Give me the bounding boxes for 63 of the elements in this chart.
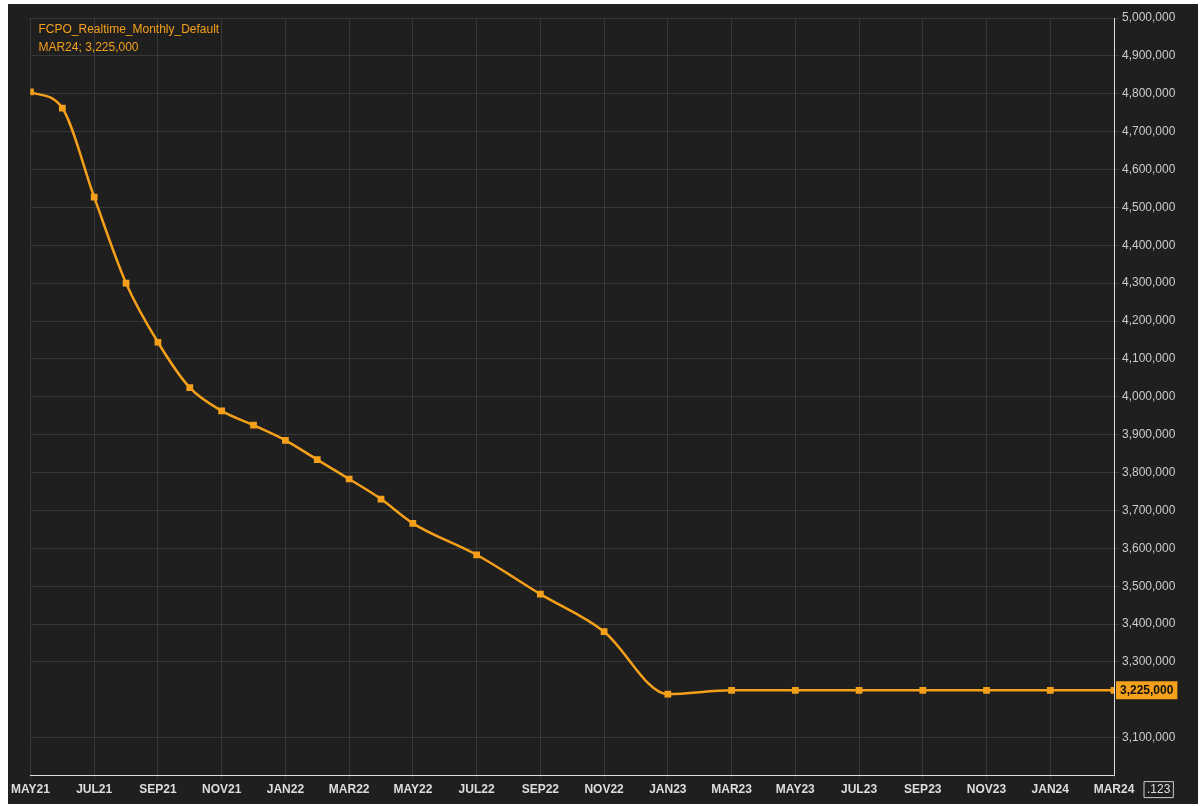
point — [122, 279, 130, 287]
data-label: 3,225,000 — [1120, 682, 1174, 697]
y-tick-label: 3,900,000 — [1122, 426, 1176, 441]
point — [409, 519, 417, 527]
point — [919, 687, 927, 694]
x-tick-label: MAR23 — [711, 782, 753, 797]
x-tick-label: MAY22 — [393, 782, 433, 797]
point — [154, 338, 162, 346]
point — [791, 687, 799, 694]
point — [1046, 687, 1054, 694]
y-tick-label: 4,800,000 — [1122, 86, 1176, 101]
x-tick-label: MAY23 — [775, 782, 816, 797]
x-tick-label: JAN22 — [266, 782, 305, 797]
y-tick-label: 5,000,000 — [1122, 10, 1176, 25]
point — [855, 687, 863, 694]
y-tick-label: 4,700,000 — [1122, 123, 1176, 138]
y-tick-label: 3,800,000 — [1122, 464, 1176, 479]
point — [473, 551, 480, 559]
x-tick-label: MAR24 — [1093, 782, 1135, 797]
y-tick-label: 3,300,000 — [1122, 654, 1176, 669]
y-tick-label: 3,500,000 — [1122, 578, 1176, 593]
y-tick-label: 4,400,000 — [1122, 237, 1176, 252]
x-tick-label: NOV23 — [966, 782, 1007, 797]
point — [250, 421, 257, 429]
point — [345, 475, 353, 483]
y-tick-label: 4,100,000 — [1122, 351, 1176, 366]
y-tick-label: 4,600,000 — [1122, 161, 1176, 176]
point — [186, 384, 194, 392]
y-tick-label: 4,900,000 — [1122, 48, 1176, 63]
point — [983, 687, 990, 694]
x-tick-label: JUL21 — [76, 782, 113, 797]
y-tick-label: 4,500,000 — [1122, 199, 1176, 214]
x-tick-label: SEP23 — [904, 782, 942, 797]
y-tick-label: 4,000,000 — [1122, 389, 1176, 404]
point — [90, 193, 98, 201]
point — [58, 104, 66, 112]
point — [536, 590, 544, 598]
point — [664, 690, 672, 698]
chart-title: FCPO_Realtime_Monthly_Default — [38, 22, 220, 37]
y-tick-label: 4,300,000 — [1122, 275, 1176, 290]
x-tick-label: SEP21 — [139, 782, 177, 797]
point — [218, 407, 226, 415]
x-tick-label: MAR22 — [328, 782, 370, 797]
point — [728, 687, 735, 694]
text: MAR24; 3,225,000 — [38, 40, 139, 55]
point — [313, 456, 321, 464]
y-tick-label: 3,600,000 — [1122, 540, 1176, 555]
x-tick-label: SEP22 — [521, 782, 560, 797]
y-tick-label: 3,100,000 — [1122, 730, 1176, 745]
x-tick-label: JAN24 — [1031, 782, 1070, 797]
x-tick-label: NOV22 — [584, 782, 625, 797]
point — [600, 628, 608, 636]
y-tick-label: 4,200,000 — [1122, 313, 1176, 328]
x-tick-label: MAY21 — [11, 782, 51, 797]
x-tick-label: JAN23 — [649, 782, 687, 797]
y-tick-label: 3,700,000 — [1122, 502, 1176, 517]
y-tick-label: 3,400,000 — [1122, 616, 1176, 631]
x-tick-label: JUL22 — [458, 782, 495, 797]
text: .123 — [1147, 781, 1171, 796]
x-tick-label: JUL23 — [841, 782, 878, 797]
x-tick-label: NOV21 — [201, 782, 242, 797]
point — [377, 495, 385, 503]
point — [282, 436, 289, 444]
